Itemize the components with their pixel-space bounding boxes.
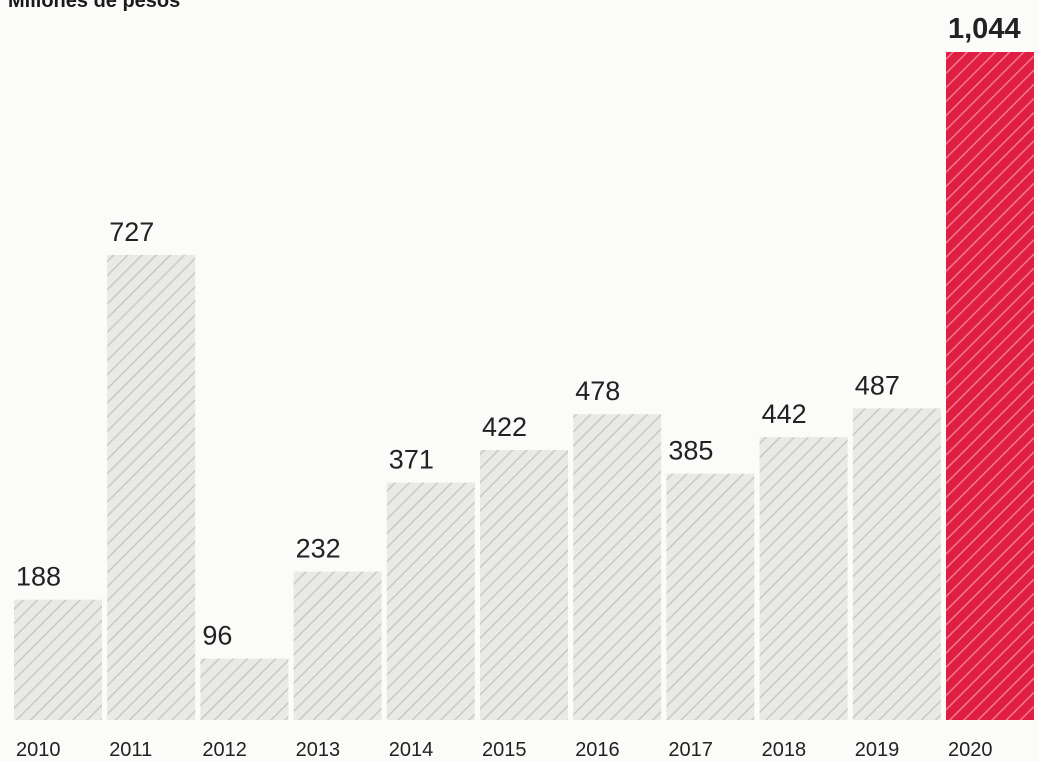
value-label-2013: 232 xyxy=(296,534,341,564)
x-tick-2014: 2014 xyxy=(389,739,434,761)
bar-2011 xyxy=(107,254,196,721)
value-label-2014: 371 xyxy=(389,445,434,475)
value-label-2019: 487 xyxy=(855,370,900,400)
value-label-2010: 188 xyxy=(16,562,61,592)
value-label-2011: 727 xyxy=(109,217,154,247)
x-tick-2017: 2017 xyxy=(668,739,713,761)
x-tick-2016: 2016 xyxy=(575,739,620,761)
value-label-2017: 385 xyxy=(668,436,713,466)
x-tick-2011: 2011 xyxy=(109,739,152,761)
value-label-2020: 1,044 xyxy=(948,13,1021,45)
bar-2019 xyxy=(852,408,941,720)
bar-2017 xyxy=(666,473,755,720)
bar-2020 xyxy=(946,52,1034,720)
x-tick-2012: 2012 xyxy=(202,739,247,761)
x-tick-2015: 2015 xyxy=(482,739,527,761)
value-label-2016: 478 xyxy=(575,376,620,406)
x-tick-2013: 2013 xyxy=(296,739,341,761)
value-labels-layer: 188 727 96 232 371 422 478 385 442 487 1,044 xyxy=(16,13,1021,651)
bar-2012 xyxy=(200,658,289,720)
chart-subtitle: Millones de pesos xyxy=(8,0,181,12)
bar-2016 xyxy=(573,414,662,720)
bar-2015 xyxy=(480,450,568,720)
bar-2014 xyxy=(386,482,475,720)
x-tick-2010: 2010 xyxy=(16,739,61,761)
bar-2010 xyxy=(14,599,102,720)
bars-layer xyxy=(14,52,1034,721)
value-label-2012: 96 xyxy=(202,621,232,651)
x-tick-2018: 2018 xyxy=(762,739,807,761)
x-tick-2020: 2020 xyxy=(948,739,993,761)
bar-2013 xyxy=(293,571,382,720)
x-tick-labels-layer: 2010 2011 2012 2013 2014 2015 2016 2017 2018 2019… xyxy=(16,739,993,761)
bar-2018 xyxy=(759,437,848,720)
value-label-2018: 442 xyxy=(762,399,807,429)
value-label-2015: 422 xyxy=(482,412,527,442)
x-tick-2019: 2019 xyxy=(855,739,900,761)
